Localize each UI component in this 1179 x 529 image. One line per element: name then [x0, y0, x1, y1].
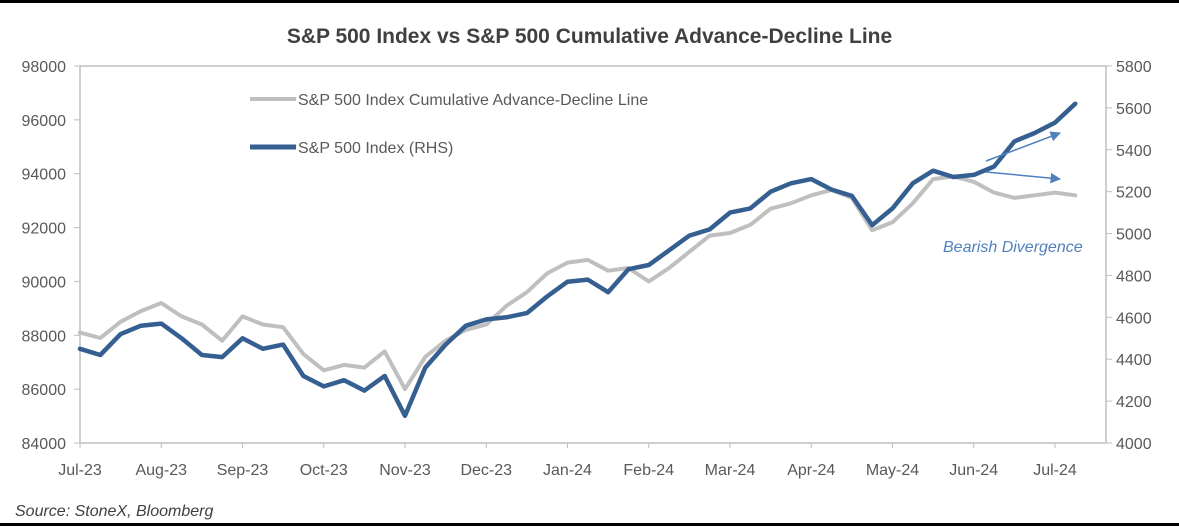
x-axis-tick-label: Jul-23 [58, 462, 102, 479]
series-line-ad [78, 174, 1078, 392]
chart-plot: 84000 86000 88000 90000 92000 94000 96000 98000… [22, 59, 1152, 479]
left-axis-tick-label: 96000 [22, 113, 67, 130]
right-axis-tick-label: 4200 [1116, 394, 1152, 411]
right-axis-tick-label: 5600 [1116, 101, 1152, 118]
series-line-spx [77, 101, 1078, 419]
left-axis-tick-label: 84000 [22, 436, 67, 453]
left-axis-tick-label: 86000 [22, 382, 67, 399]
x-axis-tick-label: May-24 [866, 462, 919, 479]
x-axis-tick-label: Apr-24 [787, 462, 835, 479]
x-axis-tick-label: Feb-24 [623, 462, 674, 479]
source-note: Source: StoneX, Bloomberg [15, 503, 214, 520]
divergence-arrow-up [985, 131, 1061, 162]
x-axis-tick-label: Jul-24 [1033, 462, 1077, 479]
divergence-arrow-flat [985, 171, 1062, 184]
x-axis-tick-label: Mar-24 [705, 462, 756, 479]
x-axis-tick-label: Oct-23 [300, 462, 348, 479]
right-axis-tick-label: 5200 [1116, 185, 1152, 202]
left-axis-tick-label: 88000 [22, 328, 67, 345]
right-axis-tick-label: 4400 [1116, 352, 1152, 369]
legend-label-spx: S&P 500 Index (RHS) [298, 140, 453, 157]
chart-title: S&P 500 Index vs S&P 500 Cumulative Adva… [286, 25, 893, 48]
x-axis-tick-label: Sep-23 [217, 462, 269, 479]
right-axis-tick-label: 5000 [1116, 227, 1152, 244]
plot-area-border [79, 65, 1107, 444]
x-axis-tick-label: Jan-24 [543, 462, 592, 479]
right-axis-tick-label: 4000 [1116, 436, 1152, 453]
left-axis-tick-label: 98000 [22, 59, 67, 76]
left-axis-tick-label: 94000 [22, 167, 67, 184]
x-axis-tick-label: Jun-24 [949, 462, 998, 479]
right-axis-tick-label: 5800 [1116, 59, 1152, 76]
left-axis-tick-label: 90000 [22, 274, 67, 291]
right-axis-tick-label: 4800 [1116, 268, 1152, 285]
legend-label-ad: S&P 500 Index Cumulative Advance-Decline… [298, 92, 648, 109]
x-axis-tick-label: Aug-23 [135, 462, 187, 479]
right-axis-tick-label: 5400 [1116, 143, 1152, 160]
x-axis-tick-label: Dec-23 [460, 462, 512, 479]
left-axis-tick-label: 92000 [22, 221, 67, 238]
x-axis-tick-label: Nov-23 [379, 462, 431, 479]
annotation-bearish-divergence: Bearish Divergence [943, 239, 1083, 256]
right-axis-tick-label: 4600 [1116, 310, 1152, 327]
